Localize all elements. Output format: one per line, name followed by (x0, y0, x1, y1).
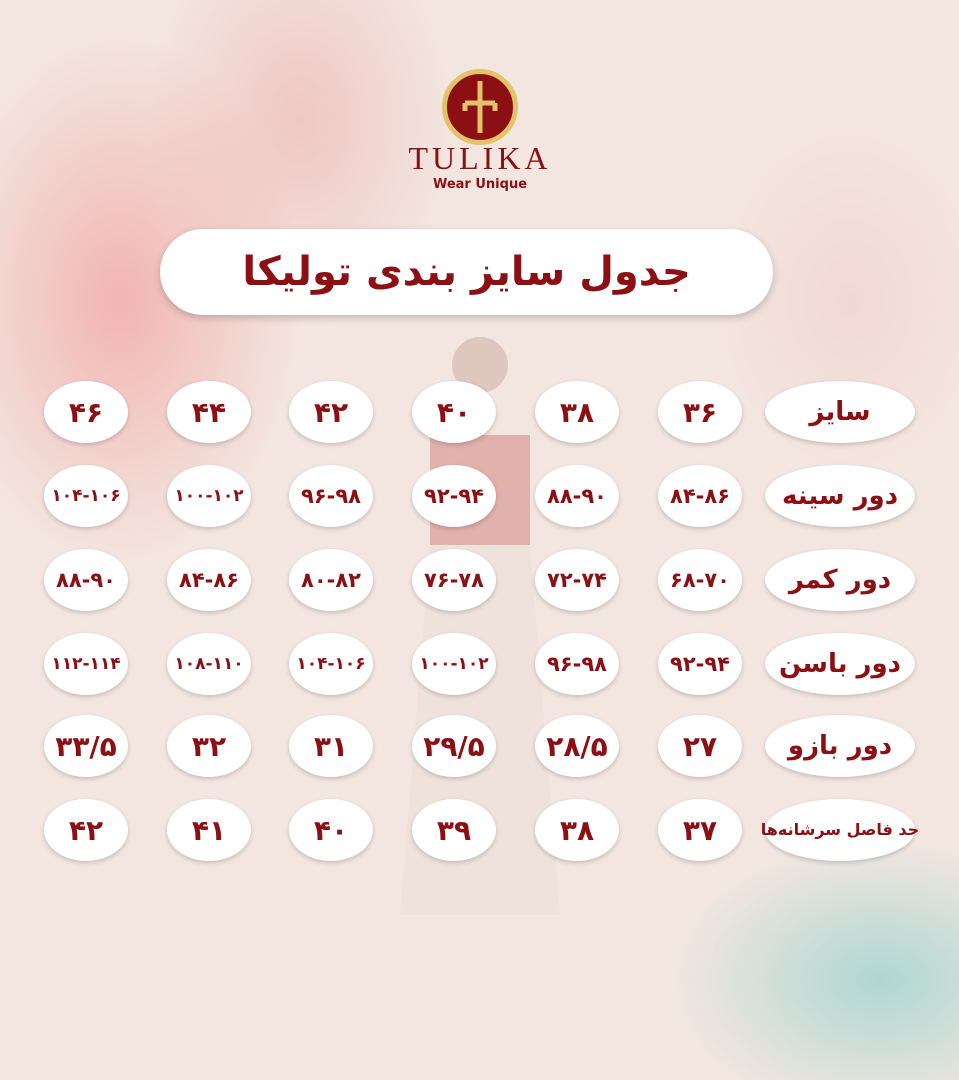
size-value-cell: ۱۰۰-۱۰۲ (167, 465, 251, 527)
size-value-cell: ۷۶-۷۸ (412, 549, 496, 611)
size-value-cell: ۳۳/۵ (44, 715, 128, 777)
size-value-cell: ۲۸/۵ (535, 715, 619, 777)
size-value-cell: ۳۱ (289, 715, 373, 777)
size-value-cell: ۴۰ (412, 381, 496, 443)
size-value-cell: ۹۲-۹۴ (658, 633, 742, 695)
size-value-cell: ۳۸ (535, 381, 619, 443)
size-value-cell: ۴۰ (289, 799, 373, 861)
page-title: جدول سایز بندی تولیکا (160, 229, 773, 315)
row-label: حد فاصل سرشانه‌ها (761, 799, 919, 861)
size-value-cell: ۸۸-۹۰ (44, 549, 128, 611)
size-value-cell: ۱۰۰-۱۰۲ (412, 633, 496, 695)
size-value-cell: ۳۹ (412, 799, 496, 861)
size-value-cell: ۳۶ (658, 381, 742, 443)
size-value-cell: ۴۶ (44, 381, 128, 443)
size-value-cell: ۱۱۲-۱۱۴ (44, 633, 128, 695)
size-value-cell: ۴۲ (289, 381, 373, 443)
size-value-cell: ۳۸ (535, 799, 619, 861)
size-value-cell: ۳۷ (658, 799, 742, 861)
size-value-cell: ۸۸-۹۰ (535, 465, 619, 527)
size-value-cell: ۴۴ (167, 381, 251, 443)
size-value-cell: ۶۸-۷۰ (658, 549, 742, 611)
row-label: دور بازو (765, 715, 915, 777)
row-label: دور باسن (765, 633, 915, 695)
row-label: سایز (765, 381, 915, 443)
size-value-cell: ۸۴-۸۶ (658, 465, 742, 527)
tulika-emblem-icon (462, 81, 498, 133)
size-value-cell: ۷۲-۷۴ (535, 549, 619, 611)
size-value-cell: ۱۰۴-۱۰۶ (44, 465, 128, 527)
brand-name: TULIKA (408, 140, 552, 176)
row-label: دور کمر (765, 549, 915, 611)
brand-tagline: Wear Unique (432, 177, 528, 192)
size-value-cell: ۳۲ (167, 715, 251, 777)
size-value-cell: ۸۰-۸۲ (289, 549, 373, 611)
size-value-cell: ۲۹/۵ (412, 715, 496, 777)
size-value-cell: ۲۷ (658, 715, 742, 777)
row-label: دور سینه (765, 465, 915, 527)
size-value-cell: ۸۴-۸۶ (167, 549, 251, 611)
size-value-cell: ۹۲-۹۴ (412, 465, 496, 527)
size-value-cell: ۴۱ (167, 799, 251, 861)
brand-logo (442, 69, 518, 145)
size-value-cell: ۱۰۴-۱۰۶ (289, 633, 373, 695)
size-value-cell: ۹۶-۹۸ (289, 465, 373, 527)
size-value-cell: ۹۶-۹۸ (535, 633, 619, 695)
size-value-cell: ۱۰۸-۱۱۰ (167, 633, 251, 695)
size-value-cell: ۴۲ (44, 799, 128, 861)
